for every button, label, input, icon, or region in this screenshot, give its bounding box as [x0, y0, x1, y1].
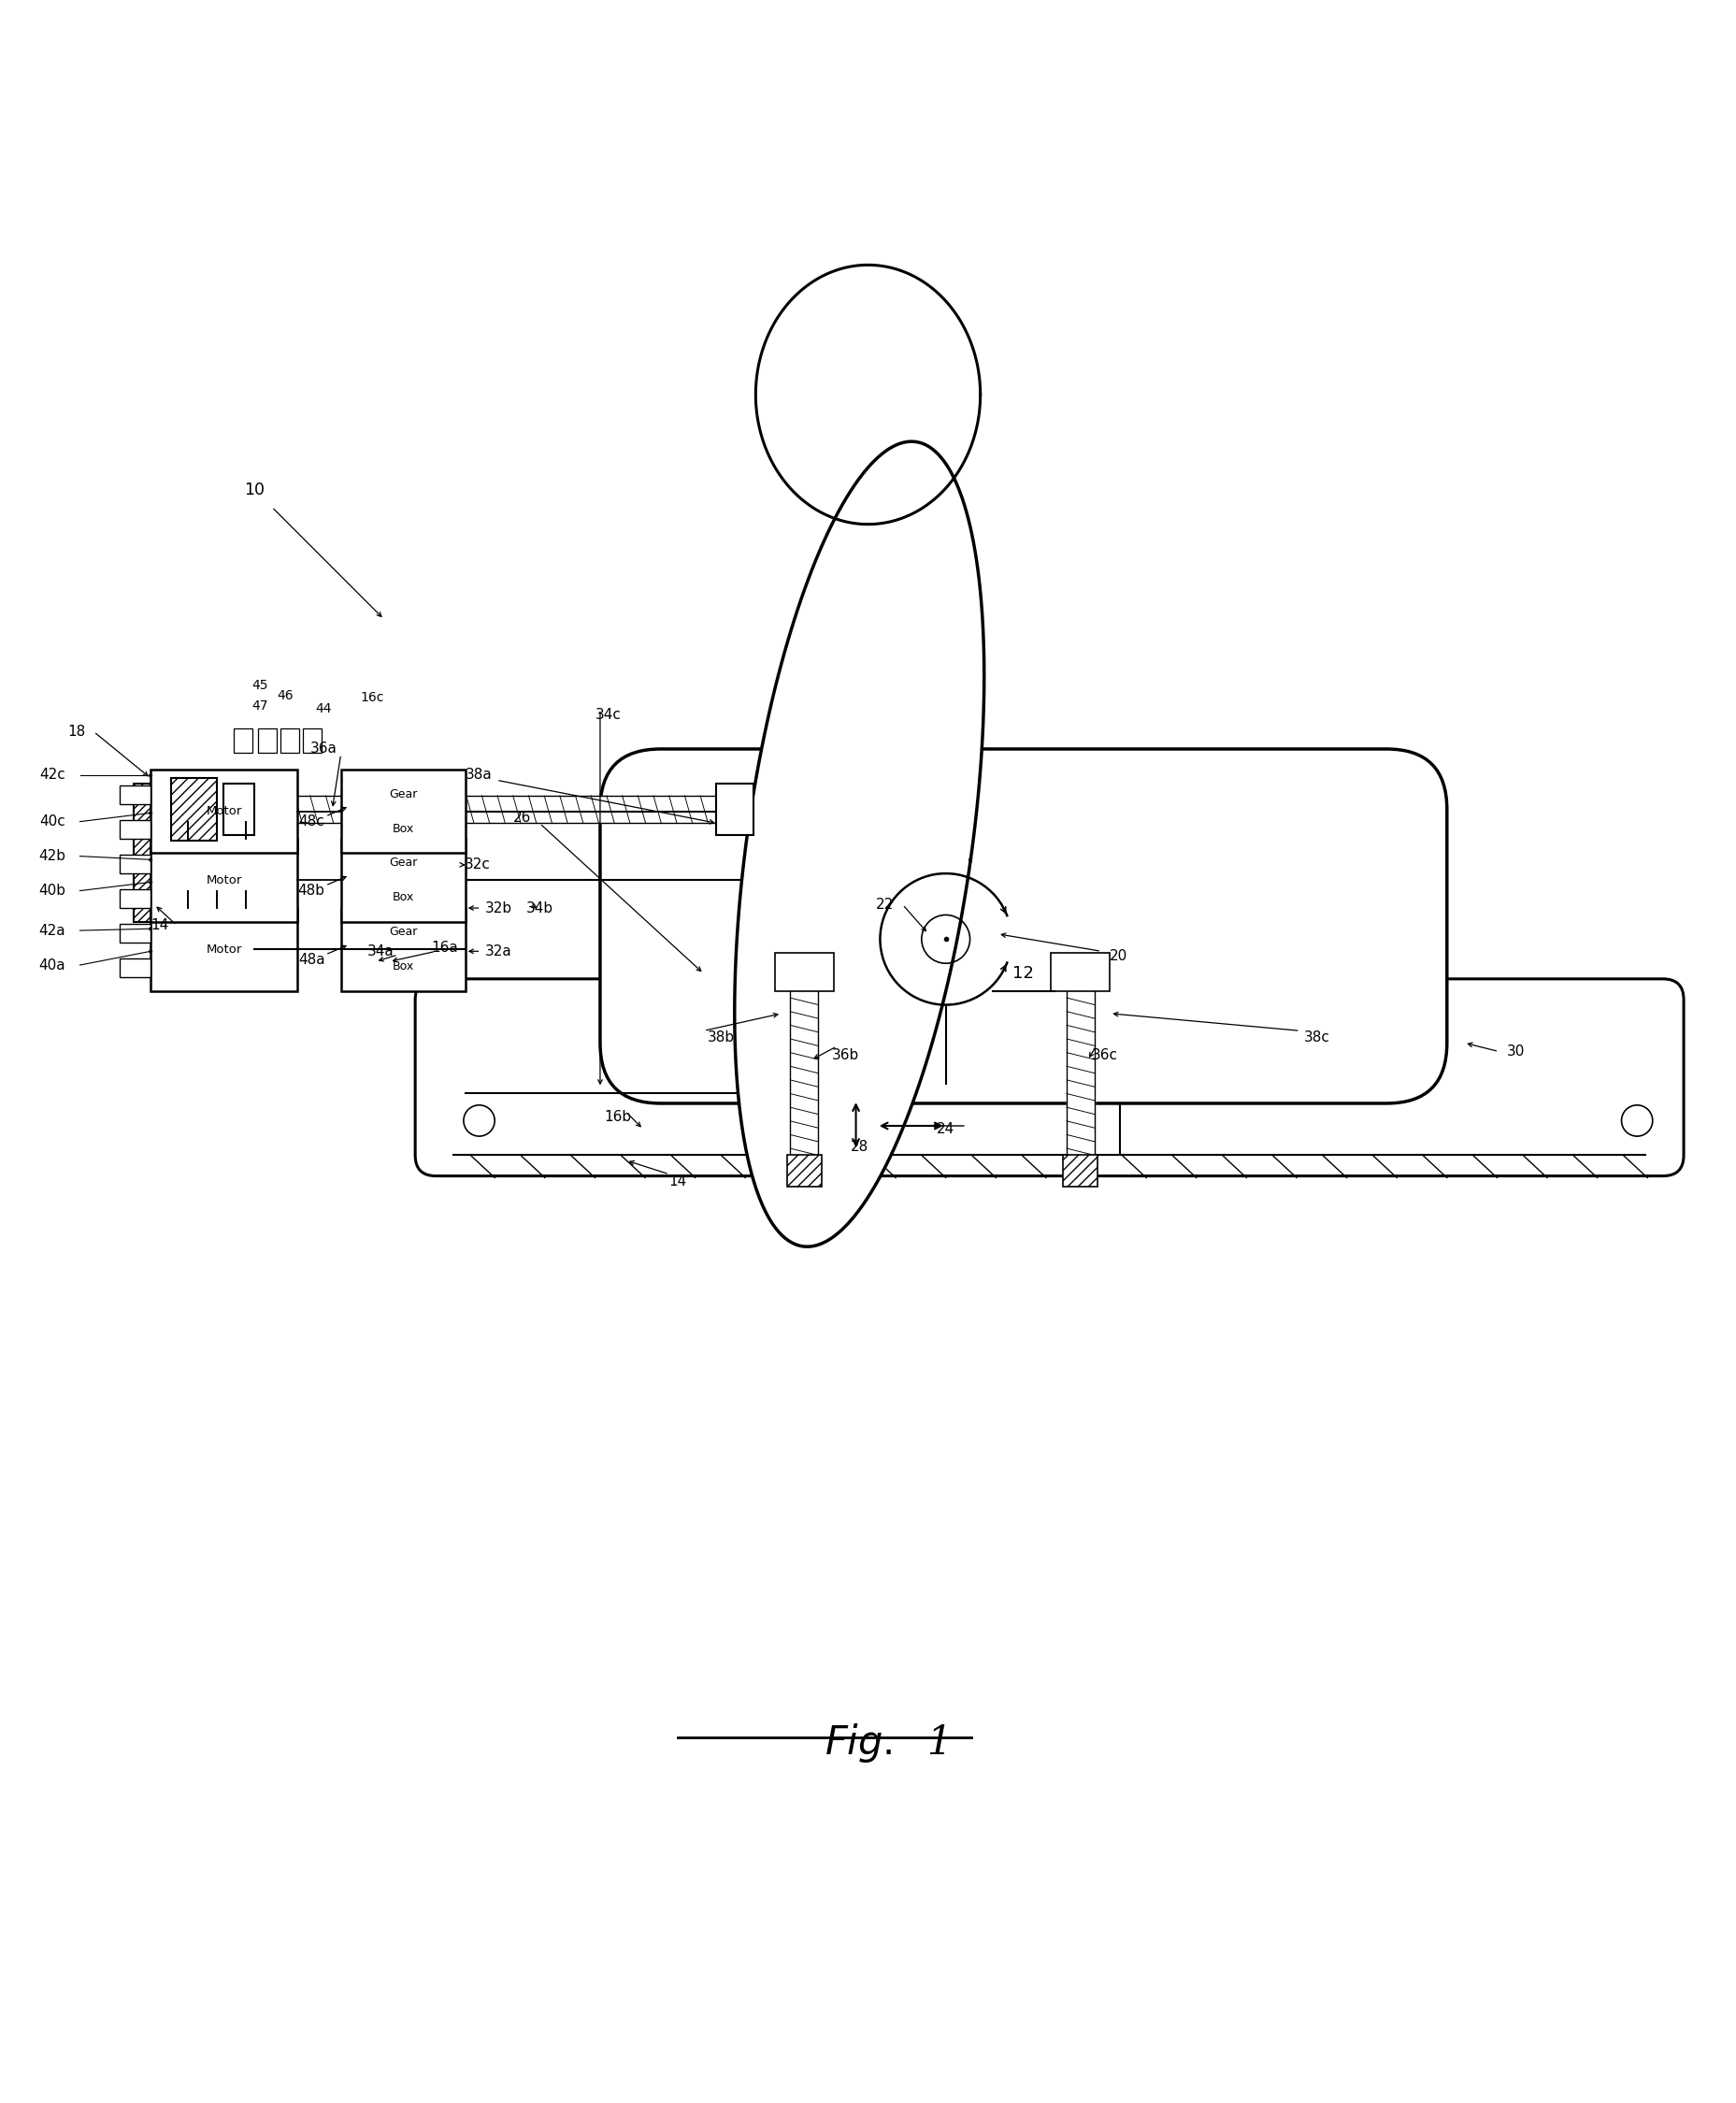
Text: 36c: 36c [1092, 1047, 1118, 1062]
Bar [1052, 953, 1109, 991]
Text: 20: 20 [1109, 948, 1128, 963]
Text: Box: Box [392, 822, 413, 835]
Bar [715, 784, 753, 835]
Text: 26: 26 [514, 812, 531, 824]
Bar [774, 953, 833, 991]
Text: 34a: 34a [368, 944, 394, 959]
Bar [224, 784, 255, 835]
Bar [340, 908, 465, 991]
Text: 42a: 42a [38, 923, 66, 938]
Bar [340, 839, 465, 921]
Text: Motor: Motor [207, 805, 243, 818]
Bar [151, 908, 297, 991]
Text: 42b: 42b [38, 850, 66, 862]
Text: 24: 24 [937, 1123, 955, 1136]
Text: 18: 18 [68, 726, 85, 738]
Text: 32a: 32a [484, 944, 512, 959]
Text: 40c: 40c [40, 814, 66, 829]
Text: 42c: 42c [40, 768, 66, 782]
Polygon shape [755, 265, 981, 524]
Text: 34b: 34b [526, 900, 554, 915]
Bar [120, 784, 151, 803]
Bar [120, 820, 151, 839]
Text: 44: 44 [316, 702, 332, 715]
Text: 14: 14 [151, 919, 168, 932]
Text: 46: 46 [278, 690, 293, 702]
Bar [120, 890, 151, 908]
Text: Box: Box [392, 892, 413, 904]
Text: 38c: 38c [1304, 1030, 1330, 1045]
Text: 12: 12 [1012, 965, 1035, 982]
Text: 16c: 16c [359, 690, 384, 705]
Text: Gear: Gear [389, 858, 417, 869]
Text: 32b: 32b [484, 900, 512, 915]
Text: 47: 47 [252, 698, 267, 713]
Bar [818, 991, 844, 1155]
Bar [234, 728, 253, 753]
Text: 16b: 16b [604, 1110, 630, 1125]
Text: 34c: 34c [595, 707, 621, 721]
Bar [134, 784, 182, 921]
Text: 48b: 48b [299, 883, 325, 898]
Bar [151, 839, 297, 921]
Text: 38a: 38a [465, 768, 493, 782]
Bar [1062, 1155, 1097, 1186]
Bar [120, 854, 151, 873]
Text: Motor: Motor [207, 944, 243, 955]
Text: 14: 14 [668, 1173, 687, 1188]
Text: 36b: 36b [832, 1047, 859, 1062]
Bar [1094, 991, 1120, 1155]
Bar [120, 959, 151, 978]
Text: 48c: 48c [299, 814, 325, 829]
Text: 28: 28 [851, 1140, 868, 1155]
Bar [172, 778, 217, 841]
Text: 22: 22 [877, 898, 894, 911]
Polygon shape [734, 442, 984, 1247]
Text: 36a: 36a [311, 742, 337, 755]
Bar [340, 770, 465, 852]
Text: $\mathit{F}$$\mathit{i}$$\mathit{g}$$.$  1: $\mathit{F}$$\mathit{i}$$\mathit{g}$$.$ … [825, 1722, 946, 1764]
FancyBboxPatch shape [415, 978, 1684, 1176]
Text: 10: 10 [245, 482, 266, 498]
Text: 30: 30 [1507, 1045, 1526, 1058]
Bar [281, 728, 299, 753]
Text: 16a: 16a [431, 940, 458, 955]
Text: Gear: Gear [389, 925, 417, 938]
Bar [302, 728, 321, 753]
Bar [786, 1155, 821, 1186]
Bar [259, 728, 278, 753]
Text: 45: 45 [252, 679, 267, 692]
Text: Motor: Motor [207, 875, 243, 887]
Text: 38b: 38b [708, 1030, 734, 1045]
Text: 40a: 40a [38, 959, 66, 972]
FancyBboxPatch shape [601, 749, 1446, 1104]
Text: Gear: Gear [389, 789, 417, 799]
Text: Box: Box [392, 961, 413, 974]
Bar [120, 923, 151, 942]
Text: 40b: 40b [38, 883, 66, 898]
Text: 32c: 32c [465, 858, 491, 873]
Bar [151, 770, 297, 852]
Text: 48a: 48a [299, 953, 325, 967]
